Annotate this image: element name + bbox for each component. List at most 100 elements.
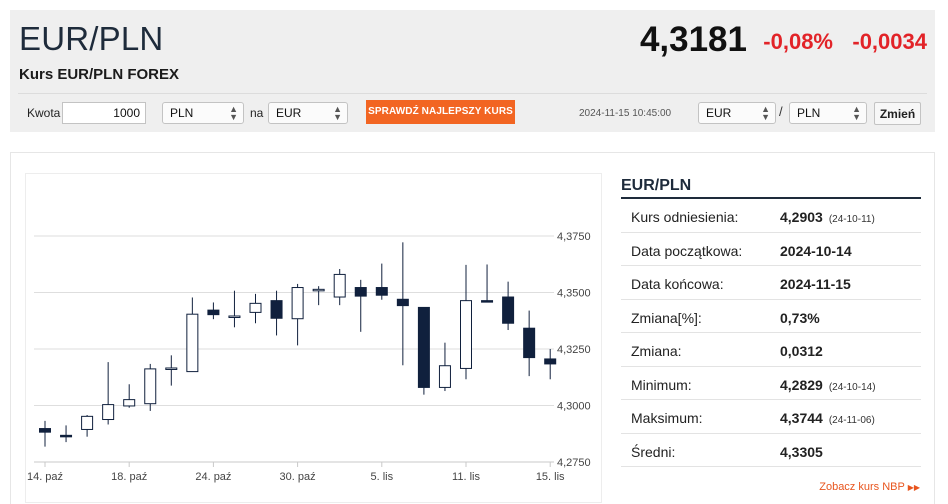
y-tick-label: 4,2750	[557, 457, 591, 469]
amount-label: Kwota	[27, 106, 61, 120]
stat-date: (24-10-11)	[828, 214, 875, 225]
stat-date: (24-11-06)	[828, 415, 875, 426]
stat-value-text: 4,2829	[780, 376, 823, 393]
stat-label: Minimum:	[631, 376, 692, 393]
select-arrows-icon: ▲ ▼	[333, 104, 342, 122]
select-arrows-icon: ▲ ▼	[761, 104, 770, 122]
base-currency-value: EUR	[706, 106, 732, 120]
stat-value: 4,2829 (24-10-14)	[780, 377, 876, 393]
candle-body	[417, 306, 430, 388]
candle-body	[144, 368, 157, 405]
nbp-link-label: Zobacz kurs NBP	[819, 481, 905, 493]
stat-row: Data początkowa: 2024-10-14	[621, 233, 921, 266]
stat-value-text: 4,2903	[780, 209, 823, 225]
stat-value-text: 4,3305	[780, 443, 823, 460]
amount-input[interactable]	[62, 102, 146, 124]
candle-body	[438, 365, 451, 388]
stat-value-text: 0,73%	[780, 309, 820, 326]
to-currency-select[interactable]: EUR ▲ ▼	[268, 102, 348, 124]
x-tick-label: 15. lis	[536, 471, 565, 483]
change-absolute: -0,0034	[852, 29, 927, 54]
current-rate: 4,3181	[639, 20, 747, 59]
candle-body	[249, 302, 262, 313]
y-tick-label: 4,3250	[557, 344, 591, 356]
stat-label: Data końcowa:	[631, 276, 724, 292]
converter-toolbar: Kwota PLN ▲▼ na EUR ▲▼ SPRAWDŹ NAJLEPSZY…	[10, 100, 935, 126]
y-tick-label: 4,3000	[557, 401, 591, 413]
nbp-rate-link[interactable]: Zobacz kurs NBP ▶▶	[819, 481, 920, 493]
quote-timestamp: 2024-11-15 10:45:00	[579, 108, 672, 119]
from-currency-value: PLN	[170, 106, 194, 120]
candle-body	[375, 287, 388, 296]
x-tick-label: 5. lis	[370, 471, 393, 483]
candle-body	[523, 327, 536, 359]
x-tick-label: 11. lis	[452, 471, 480, 483]
stat-value: 0,73%	[780, 310, 820, 326]
stat-label: Data początkowa:	[631, 242, 743, 259]
pair-separator: /	[779, 104, 783, 119]
candle-body	[60, 434, 73, 438]
chart-canvas: 4,3750 4,3500 4,3250 4,3000 4,2750 14. paź 18.…	[27, 231, 591, 483]
select-arrows-icon: ▲ ▼	[229, 104, 238, 122]
stat-value: 4,2903 (24-10-11)	[780, 209, 875, 225]
candle-body	[544, 358, 557, 365]
candle-body	[354, 287, 367, 297]
stat-label: Średni:	[631, 443, 676, 460]
stat-value-text: 4,3744	[780, 410, 823, 426]
stat-value-text: 0,0312	[780, 343, 823, 359]
candle-body	[312, 288, 325, 292]
stat-value: 4,3305	[780, 444, 823, 460]
x-tick-label: 18. paź	[111, 471, 147, 483]
candle-body	[102, 404, 115, 421]
quote-header: EUR/PLN Kurs EUR/PLN FOREX 4,3181 -0,08%…	[10, 10, 935, 132]
change-pair-button[interactable]: Zmień	[874, 102, 921, 125]
y-tick-label: 4,3500	[557, 288, 591, 300]
stat-row: Średni: 4,3305	[621, 434, 921, 467]
quote-currency-select[interactable]: PLN ▲ ▼	[789, 102, 867, 124]
best-rate-button[interactable]: SPRAWDŹ NAJLEPSZY KURS	[366, 100, 515, 124]
stat-value: 2024-11-15	[780, 276, 851, 292]
main-panel: 4,3750 4,3500 4,3250 4,3000 4,2750 14. paź 18.…	[10, 152, 935, 504]
x-tick-label: 14. paź	[27, 471, 63, 483]
stat-label: Zmiana:	[631, 343, 682, 359]
candle-body	[228, 315, 241, 319]
to-currency-value: EUR	[276, 106, 302, 120]
stat-row: Minimum: 4,2829 (24-10-14)	[621, 367, 921, 400]
candle-body	[207, 309, 220, 316]
stat-label: Maksimum:	[631, 410, 703, 426]
candle-body	[481, 300, 494, 303]
pair-title: EUR/PLN	[19, 20, 164, 57]
candle-body	[186, 313, 199, 373]
candle-body	[291, 287, 304, 320]
candlestick-chart: 4,3750 4,3500 4,3250 4,3000 4,2750 14. paź 18.…	[25, 173, 602, 503]
x-tick-label: 30. paź	[280, 471, 316, 483]
candle-body	[396, 298, 409, 307]
stats-title: EUR/PLN	[621, 173, 921, 199]
x-tick-label: 24. paź	[195, 471, 231, 483]
stat-value: 2024-10-14	[780, 243, 852, 259]
stat-value: 4,3744 (24-11-06)	[780, 410, 875, 426]
change-percent: -0,08%	[763, 29, 833, 54]
candle-body	[333, 273, 346, 298]
stat-label: Zmiana[%]:	[631, 309, 702, 326]
candle-body	[270, 300, 283, 319]
candle-body	[123, 399, 136, 407]
stats-panel: EUR/PLN Kurs odniesienia: 4,2903 (24-10-11…	[621, 173, 921, 467]
candle-body	[165, 367, 178, 370]
candle-body	[39, 428, 51, 433]
base-currency-select[interactable]: EUR ▲ ▼	[698, 102, 776, 124]
stat-row: Zmiana: 0,0312	[621, 333, 921, 367]
quote-currency-value: PLN	[797, 106, 821, 120]
select-arrows-icon: ▲ ▼	[852, 104, 861, 122]
stat-row: Zmiana[%]: 0,73%	[621, 300, 921, 333]
stat-value-text: 2024-11-15	[780, 276, 851, 292]
from-currency-select[interactable]: PLN ▲ ▼	[162, 102, 244, 124]
y-tick-label: 4,3750	[557, 231, 591, 243]
stat-row: Maksimum: 4,3744 (24-11-06)	[621, 400, 921, 434]
stat-value: 0,0312	[780, 343, 823, 359]
stat-value-text: 2024-10-14	[780, 242, 852, 259]
to-label: na	[250, 106, 264, 120]
candle-body	[502, 296, 515, 324]
stat-row: Data końcowa: 2024-11-15	[621, 266, 921, 300]
stat-label: Kurs odniesienia:	[631, 209, 739, 225]
